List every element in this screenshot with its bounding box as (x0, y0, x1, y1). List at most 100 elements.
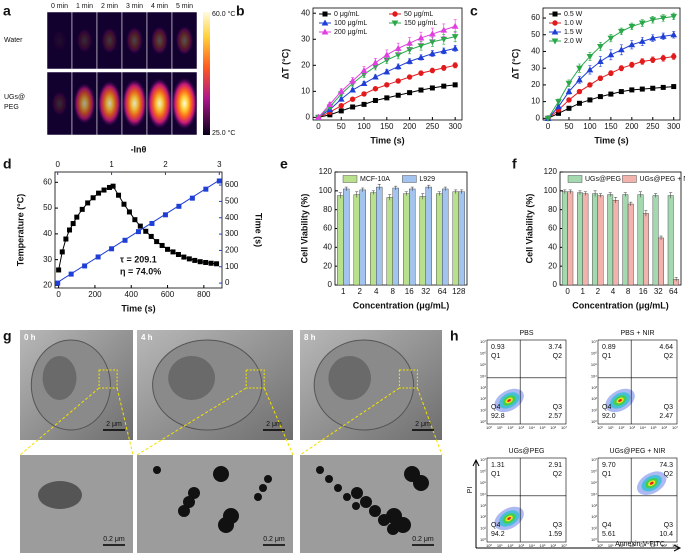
quadrant-name: Q2 (664, 353, 673, 360)
x-tick-label: 10¹ (608, 543, 614, 548)
y-tick-label: 10⁰ (591, 537, 597, 542)
bar (337, 195, 344, 286)
y-tick-label: 100 (544, 186, 558, 195)
marker (670, 13, 678, 20)
quadrant-value: 92.0 (602, 413, 616, 420)
thermal-spot (101, 27, 118, 54)
marker (392, 11, 398, 17)
marker (565, 88, 573, 95)
legend-label: UGs@PEG (585, 176, 621, 183)
marker (586, 66, 594, 73)
y-tick-label: 40 (548, 242, 557, 251)
marker (440, 36, 448, 43)
marker (597, 57, 604, 64)
particle (188, 487, 200, 499)
y-tick-label: 10⁷ (591, 457, 597, 462)
marker (566, 97, 572, 103)
y-tick-label: 10³ (480, 385, 486, 390)
marker (406, 74, 413, 80)
y-tick-label: 10⁵ (591, 480, 597, 485)
x-tick-label: 32 (654, 287, 663, 296)
y-tick-label: 10⁴ (591, 491, 597, 496)
colorbar-max: 60.0 °C (212, 10, 235, 18)
marker (197, 259, 203, 265)
marker (159, 242, 165, 248)
y-tick-label: 40 (531, 47, 540, 56)
y-tick-label: 80 (548, 205, 557, 214)
marker (360, 66, 368, 74)
particle (387, 523, 399, 535)
x-tick-label: 128 (452, 287, 466, 296)
y-tick-label: 10⁶ (480, 350, 486, 355)
density-blob (507, 517, 511, 520)
quadrant-name: Q3 (664, 404, 673, 411)
error-bar (443, 186, 447, 191)
bar (343, 188, 350, 286)
y-tick-label: 20 (323, 261, 332, 270)
bar (403, 193, 410, 286)
bar (442, 188, 449, 286)
time-label: 0 h (24, 333, 36, 342)
colorbar-min: 25.0 °C (212, 129, 235, 137)
flow-frame (597, 339, 678, 425)
quadrant-value: 2.47 (659, 413, 673, 420)
x-tick-label: 300 (448, 122, 462, 131)
marker (597, 94, 603, 100)
bar (353, 194, 360, 286)
marker (659, 15, 667, 22)
marker (618, 65, 625, 71)
marker (96, 190, 102, 196)
y-tick-label: 120 (319, 167, 333, 176)
bar (436, 193, 443, 286)
error-bar (644, 210, 648, 217)
organelle (38, 481, 82, 509)
colorbar (203, 12, 210, 135)
marker (154, 239, 160, 245)
marker (361, 101, 367, 107)
density-blob (618, 399, 622, 402)
y-tick-label: 0 (306, 113, 311, 122)
marker (372, 59, 379, 66)
error-bar (629, 201, 633, 206)
marker (629, 62, 635, 68)
x-axis-title: Time (s) (594, 135, 628, 145)
x-tick-label: 0 (565, 287, 570, 296)
panel-letter: g (3, 328, 12, 344)
marker (639, 58, 645, 65)
bar (419, 196, 426, 286)
quadrant-name: Q1 (602, 471, 611, 478)
y-tick-label: 40 (43, 229, 52, 238)
x2-tick-label: 1 (109, 160, 114, 169)
plot-frame (312, 7, 463, 121)
x2-tick-label: 3 (217, 160, 222, 169)
marker (101, 187, 107, 193)
y-tick-label: 10³ (591, 385, 597, 390)
x-tick-label: 600 (161, 290, 175, 299)
marker (56, 267, 62, 273)
marker (67, 227, 73, 233)
marker (372, 86, 379, 92)
marker (587, 97, 593, 103)
marker (429, 85, 435, 91)
y-tick-label: 10² (591, 396, 597, 401)
marker (429, 30, 436, 37)
y-tick-label: 50 (43, 203, 52, 212)
x-tick-label: 100 (357, 122, 371, 131)
thermal-spot (126, 26, 143, 55)
x-tick-label: 10³ (518, 425, 524, 430)
marker (660, 84, 666, 90)
marker (638, 37, 646, 44)
density-blob (649, 481, 654, 485)
particle (183, 496, 195, 508)
y-tick-label: 20 (43, 281, 52, 290)
x-tick-label: 200 (88, 290, 102, 299)
bar (667, 195, 674, 286)
y2-tick-label: 500 (225, 197, 239, 206)
thermal-spot (122, 79, 147, 128)
row-label: PEG (4, 104, 19, 111)
marker (429, 50, 436, 57)
x-tick-label: 10⁰ (486, 543, 492, 548)
x-tick-label: 150 (380, 122, 394, 131)
y-tick-label: 10⁴ (591, 373, 597, 378)
marker (148, 233, 154, 239)
